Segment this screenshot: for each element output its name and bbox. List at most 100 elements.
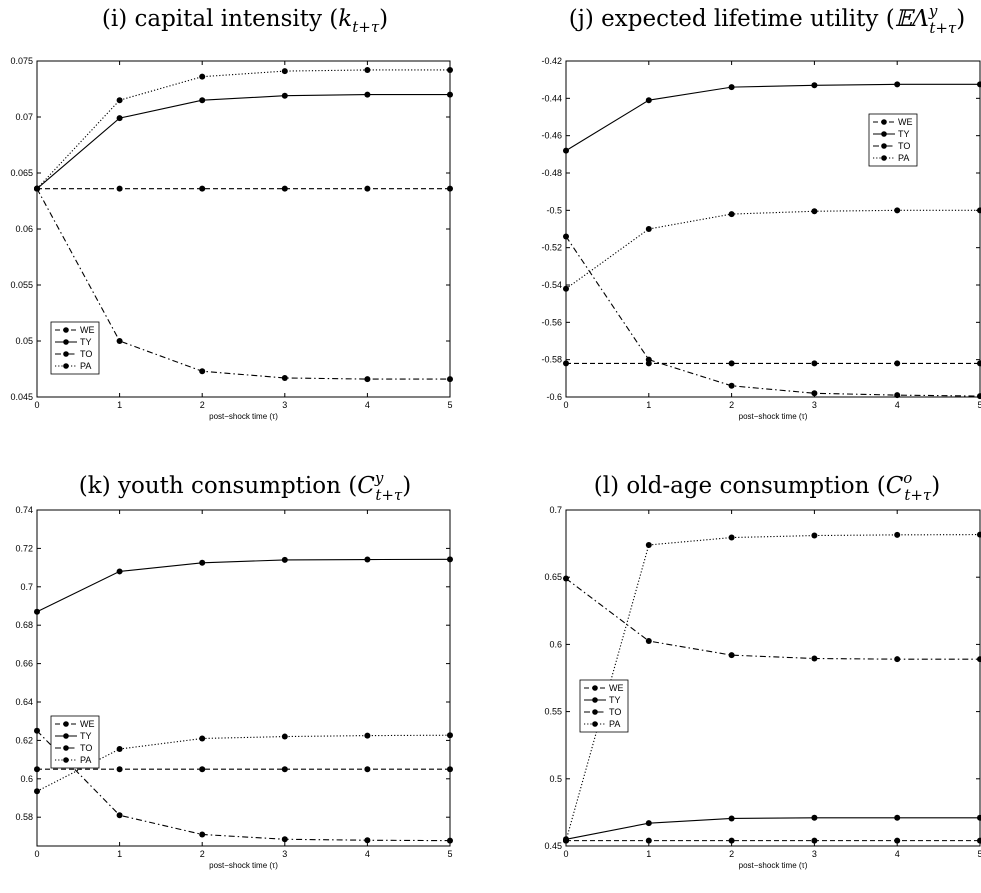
y-tick-label: 0.7 [20,582,33,592]
y-tick-label: 0.6 [549,639,562,649]
series-line-pa [565,209,980,290]
legend-label-we: WE [80,325,95,335]
y-tick-label: 0.45 [544,841,562,851]
data-point-to [811,655,818,662]
y-tick-label: -0.52 [541,243,562,253]
x-tick-label: 4 [895,849,900,859]
data-point-pa [447,66,453,73]
data-point-pa [34,788,40,795]
data-point-ty [199,97,206,104]
y-tick-label: 0.64 [15,697,33,707]
data-point-pa [563,837,569,844]
data-point-to [728,382,735,389]
data-point-ty [645,820,652,827]
legend: WE TY TO PA [868,113,918,167]
data-point-we [34,766,40,773]
x-tick-label: 0 [563,849,568,859]
data-point-we [811,360,818,367]
data-point-to [199,831,206,838]
data-point-we [447,766,453,773]
legend-marker-to [63,745,69,751]
y-tick-label: 0.7 [549,505,562,515]
data-point-to [116,338,123,344]
y-tick-label: 0.68 [15,620,33,630]
legend: WE TY TO PA [50,715,100,769]
legend-marker-to [592,709,598,715]
data-point-we [728,837,735,844]
y-tick-label: 0.58 [15,812,33,822]
x-tick-label: 1 [646,400,651,410]
y-tick-label: 0.6 [20,774,33,784]
legend-box [50,715,100,769]
legend-label-ty: TY [609,695,621,705]
data-point-ty [894,814,901,821]
data-point-we [728,360,735,367]
x-tick-label: 1 [646,849,651,859]
data-point-to [34,727,40,734]
panel-title: (k) youth consumption (Cy t+τ) [79,469,411,504]
data-point-ty [977,81,981,88]
legend-marker-pa [63,363,69,369]
y-tick-label: 0.65 [544,572,562,582]
series-line-pa [565,534,981,841]
panel-4: (l) old-age consumption (Co t+τ) 0 1 2 3 4 5 0.4… [544,469,981,870]
series-line-to [36,188,450,380]
data-point-to [447,837,453,844]
data-point-to [894,656,901,663]
x-tick-label: 2 [200,400,205,410]
data-point-we [281,185,288,192]
data-point-to [728,652,735,659]
x-tick-label: 3 [812,849,817,859]
legend-marker-to [63,351,69,357]
y-tick-label: 0.05 [15,336,33,346]
y-tick-label: 0.74 [15,505,33,515]
data-point-ty [281,92,288,99]
data-point-we [977,360,981,367]
legend-marker-to [881,143,887,149]
legend-box [50,321,100,375]
data-point-ty [364,556,371,563]
data-point-pa [281,68,288,75]
data-point-ty [728,84,735,91]
y-tick-label: 0.5 [549,774,562,784]
data-point-we [364,185,371,192]
data-point-pa [645,541,652,548]
data-point-pa [364,66,371,73]
data-point-to [645,638,652,645]
x-tick-label: 0 [34,400,39,410]
data-point-pa [199,735,206,742]
legend-marker-ty [881,131,887,137]
legend-marker-we [63,721,69,727]
series-line-pa [36,69,450,190]
legend-label-pa: PA [898,153,909,163]
legend-label-to: TO [80,743,92,753]
data-point-we [116,185,123,192]
y-tick-label: 0.55 [544,707,562,717]
panel-title: (j) expected lifetime utility (𝔼Λy t+τ) [569,2,965,37]
x-tick-label: 0 [563,400,568,410]
data-point-to [199,368,206,375]
series-line-ty [565,817,980,840]
data-point-to [447,376,453,383]
legend-marker-we [592,685,598,691]
data-point-ty [811,814,818,821]
y-tick-label: -0.44 [541,93,562,103]
data-point-ty [34,608,40,615]
x-axis-label: post−shock time (τ) [739,861,808,870]
data-point-ty [977,814,981,821]
data-point-ty [281,556,288,563]
x-tick-label: 4 [365,400,370,410]
data-point-pa [447,732,453,739]
series-line-ty [36,558,451,613]
panel-3: (k) youth consumption (Cy t+τ) 0 1 2 3 4 5 0.58 0… [15,469,453,870]
data-point-to [281,836,288,843]
data-point-pa [977,531,981,538]
legend-marker-pa [881,155,887,161]
y-tick-label: -0.48 [541,168,562,178]
y-tick-label: 0.06 [15,224,33,234]
y-tick-label: 0.62 [15,735,33,745]
data-point-pa [728,534,735,541]
data-point-we [811,837,818,844]
data-point-ty [811,82,818,89]
